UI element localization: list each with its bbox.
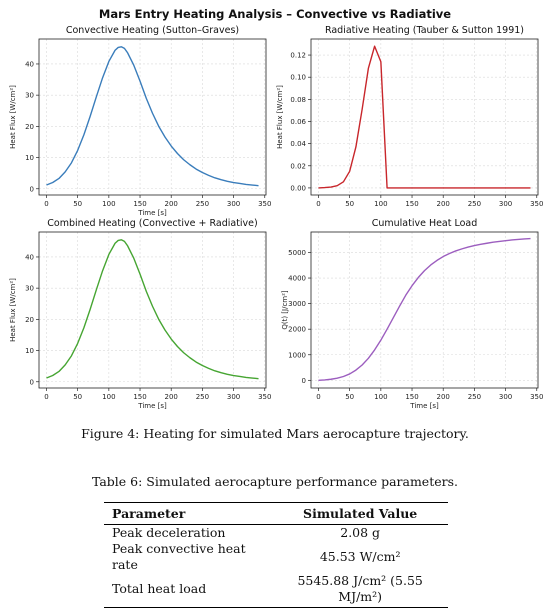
series-line xyxy=(318,237,531,382)
y-tick-label: 0.02 xyxy=(290,162,306,170)
x-tick-label: 250 xyxy=(468,200,481,208)
table-cell-value: 5545.88 J/cm² (5.55 MJ/m²) xyxy=(272,573,448,608)
x-tick-label: 350 xyxy=(530,393,543,401)
y-tick-label: 0.12 xyxy=(290,52,306,60)
plot-title: Radiative Heating (Tauber & Sutton 1991) xyxy=(325,25,524,36)
x-tick-label: 150 xyxy=(405,200,418,208)
x-axis-label: Time [s] xyxy=(137,402,167,410)
x-tick-label: 350 xyxy=(258,393,271,401)
table-caption: Table 6: Simulated aerocapture performan… xyxy=(91,474,458,489)
y-tick-label: 40 xyxy=(25,253,34,261)
x-tick-label: 50 xyxy=(345,393,354,401)
chart-panel-4: 0 50 100 150 200 250 300 350 0 1000 2000 3000 4000 50… xyxy=(281,218,543,410)
series-line xyxy=(46,46,259,187)
y-axis-label: Heat Flux [W/cm²] xyxy=(9,278,17,342)
plot-frame xyxy=(38,231,267,389)
x-tick-label: 0 xyxy=(316,393,320,401)
y-tick-label: 20 xyxy=(25,316,34,324)
chart-panel-1: 0 50 100 150 200 250 300 350 0 10 20 30 40 Convective… xyxy=(9,25,271,217)
plot-frame xyxy=(38,38,267,196)
chart-panel-2: 0 50 100 150 200 250 300 350 0.00 0.02 0.04 0.06 0.0… xyxy=(276,25,543,208)
x-tick-label: 200 xyxy=(165,200,178,208)
x-tick-label: 350 xyxy=(258,200,271,208)
plots-group: 0 50 100 150 200 250 300 350010203040Convective… xyxy=(9,25,543,410)
figure-suptitle: Mars Entry Heating Analysis – Convective… xyxy=(99,7,451,21)
table-header-parameter: Parameter xyxy=(104,502,273,525)
plot-title: Combined Heating (Convective + Radiative… xyxy=(47,218,257,229)
x-tick-label: 150 xyxy=(133,393,146,401)
x-tick-label: 100 xyxy=(102,393,115,401)
y-tick-label: 0.06 xyxy=(290,118,306,126)
y-tick-label: 40 xyxy=(25,60,34,68)
x-axis-label: Time [s] xyxy=(137,209,167,217)
x-tick-label: 100 xyxy=(374,393,387,401)
y-tick-label: 4000 xyxy=(288,275,306,283)
x-tick-label: 0 xyxy=(44,200,48,208)
y-tick-label: 20 xyxy=(25,123,34,131)
series-line xyxy=(318,45,531,189)
x-tick-label: 300 xyxy=(499,393,512,401)
table-row: Peak convective heat rate 45.53 W/cm² xyxy=(104,541,448,573)
plot-title: Cumulative Heat Load xyxy=(372,218,478,229)
x-tick-label: 0 xyxy=(44,393,48,401)
x-tick-label: 300 xyxy=(499,200,512,208)
plot-frame xyxy=(310,231,539,389)
y-tick-label: 0.04 xyxy=(290,140,306,148)
y-axis-label: Q(t) [J/cm²] xyxy=(281,290,289,330)
x-tick-label: 100 xyxy=(374,200,387,208)
table-row: Total heat load 5545.88 J/cm² (5.55 MJ/m… xyxy=(104,573,448,608)
x-tick-label: 200 xyxy=(437,200,450,208)
x-tick-label: 250 xyxy=(196,200,209,208)
y-tick-label: 0.08 xyxy=(290,96,306,104)
y-tick-label: 30 xyxy=(25,285,34,293)
table-cell-value: 45.53 W/cm² xyxy=(319,549,401,564)
table-header-value: Simulated Value xyxy=(272,502,448,525)
y-tick-label: 10 xyxy=(25,154,34,162)
y-tick-label: 2000 xyxy=(288,326,306,334)
x-tick-label: 200 xyxy=(437,393,450,401)
y-tick-label: 0 xyxy=(302,377,306,385)
figure: Mars Entry Heating Analysis – Convective… xyxy=(9,7,543,410)
y-tick-label: 0.00 xyxy=(290,184,306,192)
table-cell-parameter: Peak convective heat rate xyxy=(112,541,246,572)
chart-panel-3: 0 50 100 150 200 250 300 350 0 10 20 30 40 Combined H… xyxy=(9,218,271,410)
plot-frame xyxy=(310,38,539,196)
y-tick-label: 0.10 xyxy=(290,74,306,82)
figure-caption: Figure 4: Heating for simulated Mars aer… xyxy=(81,426,469,441)
y-tick-label: 1000 xyxy=(288,351,306,359)
x-tick-label: 100 xyxy=(102,200,115,208)
y-tick-label: 10 xyxy=(25,347,34,355)
x-tick-label: 300 xyxy=(227,200,240,208)
x-tick-label: 250 xyxy=(196,393,209,401)
performance-table: Parameter Simulated Value Peak decelerat… xyxy=(104,502,448,608)
x-tick-label: 250 xyxy=(468,393,481,401)
table-header-row: Parameter Simulated Value xyxy=(104,502,448,525)
y-tick-label: 0 xyxy=(30,378,34,386)
y-tick-label: 3000 xyxy=(288,300,306,308)
table-cell-value: 2.08 g xyxy=(340,525,381,540)
table-row: Peak deceleration 2.08 g xyxy=(104,525,448,542)
y-tick-label: 5000 xyxy=(288,249,306,257)
x-tick-label: 150 xyxy=(405,393,418,401)
x-tick-label: 350 xyxy=(530,200,543,208)
y-axis-label: Heat Flux [W/cm²] xyxy=(276,85,284,149)
x-axis-label: Time [s] xyxy=(409,402,439,410)
plot-title: Convective Heating (Sutton–Graves) xyxy=(66,25,239,36)
x-tick-label: 50 xyxy=(73,393,82,401)
y-tick-label: 30 xyxy=(25,92,34,100)
x-tick-label: 0 xyxy=(316,200,320,208)
series-line xyxy=(46,239,259,380)
table-cell-parameter: Peak deceleration xyxy=(112,525,226,540)
x-tick-label: 50 xyxy=(73,200,82,208)
x-tick-label: 200 xyxy=(165,393,178,401)
x-tick-label: 50 xyxy=(345,200,354,208)
x-tick-label: 300 xyxy=(227,393,240,401)
x-tick-label: 150 xyxy=(133,200,146,208)
y-tick-label: 0 xyxy=(30,185,34,193)
y-axis-label: Heat Flux [W/cm²] xyxy=(9,85,17,149)
table-cell-parameter: Total heat load xyxy=(104,573,273,608)
